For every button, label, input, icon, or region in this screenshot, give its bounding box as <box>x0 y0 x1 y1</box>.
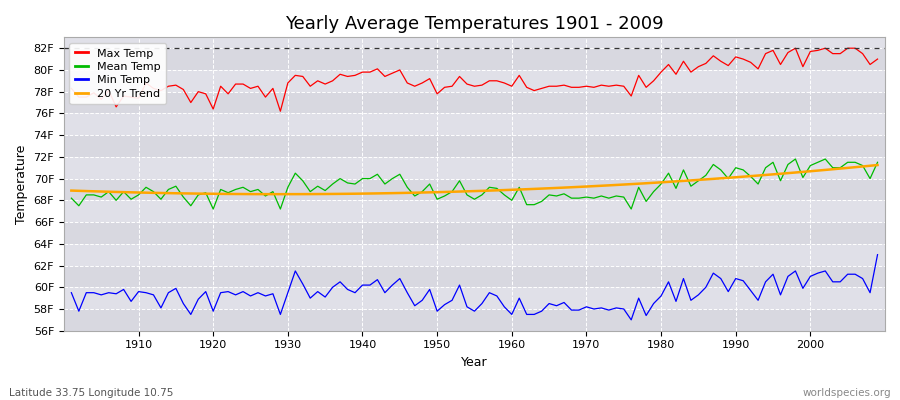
Bar <box>64 244 885 266</box>
Text: worldspecies.org: worldspecies.org <box>803 388 891 398</box>
Bar <box>64 309 885 331</box>
Text: Latitude 33.75 Longitude 10.75: Latitude 33.75 Longitude 10.75 <box>9 388 174 398</box>
Bar <box>64 287 885 309</box>
Bar <box>64 266 885 287</box>
Bar <box>64 48 885 70</box>
Bar <box>64 70 885 92</box>
Bar <box>64 113 885 135</box>
Bar <box>64 92 885 113</box>
Legend: Max Temp, Mean Temp, Min Temp, 20 Yr Trend: Max Temp, Mean Temp, Min Temp, 20 Yr Tre… <box>69 43 166 104</box>
Bar <box>64 200 885 222</box>
Y-axis label: Temperature: Temperature <box>15 144 28 224</box>
Title: Yearly Average Temperatures 1901 - 2009: Yearly Average Temperatures 1901 - 2009 <box>285 15 664 33</box>
Bar <box>64 157 885 178</box>
Bar <box>64 135 885 157</box>
Bar <box>64 178 885 200</box>
Bar <box>64 222 885 244</box>
X-axis label: Year: Year <box>461 356 488 369</box>
